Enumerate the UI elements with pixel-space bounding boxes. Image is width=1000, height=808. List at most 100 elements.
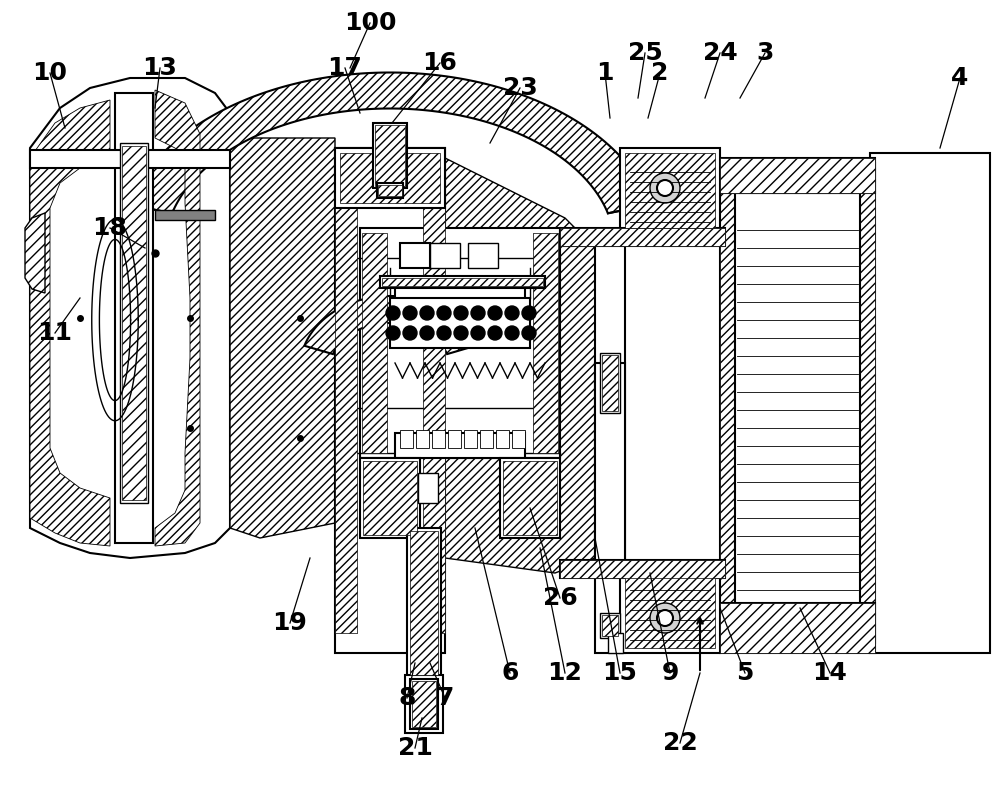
Bar: [360, 458, 420, 538]
Bar: [480, 430, 493, 448]
Text: 25: 25: [628, 41, 662, 65]
Circle shape: [522, 306, 536, 320]
Circle shape: [403, 326, 417, 340]
Text: 5: 5: [736, 661, 754, 685]
Text: 1: 1: [596, 61, 614, 85]
Bar: [407, 528, 441, 678]
Bar: [620, 563, 720, 653]
Circle shape: [522, 326, 536, 340]
Bar: [512, 430, 525, 448]
Bar: [720, 158, 875, 193]
Bar: [410, 679, 438, 729]
Text: 23: 23: [503, 76, 537, 100]
Polygon shape: [230, 138, 335, 538]
Text: 17: 17: [328, 56, 362, 80]
Bar: [432, 430, 445, 448]
Bar: [735, 193, 860, 613]
Bar: [418, 473, 438, 503]
Polygon shape: [155, 90, 200, 546]
Bar: [496, 430, 509, 448]
Bar: [720, 603, 875, 653]
Circle shape: [437, 326, 451, 340]
Bar: [400, 430, 413, 448]
Bar: [340, 153, 440, 203]
Bar: [30, 150, 230, 168]
Circle shape: [657, 180, 673, 196]
Bar: [620, 148, 720, 233]
Bar: [360, 228, 560, 458]
Text: 2: 2: [651, 61, 669, 85]
Circle shape: [420, 326, 434, 340]
Bar: [600, 353, 620, 413]
Circle shape: [488, 326, 502, 340]
Text: 3: 3: [756, 41, 774, 65]
Bar: [373, 123, 407, 188]
Circle shape: [454, 326, 468, 340]
Bar: [870, 153, 990, 653]
Bar: [362, 233, 387, 453]
Bar: [464, 430, 477, 448]
Text: 100: 100: [344, 11, 396, 35]
Bar: [120, 143, 148, 503]
Text: 15: 15: [603, 661, 637, 685]
Circle shape: [505, 306, 519, 320]
Bar: [412, 681, 436, 727]
Text: 12: 12: [548, 661, 582, 685]
Bar: [377, 183, 403, 198]
Circle shape: [403, 306, 417, 320]
Bar: [335, 148, 445, 208]
Text: 22: 22: [663, 731, 697, 755]
Bar: [503, 461, 557, 535]
Bar: [155, 210, 215, 220]
Text: 11: 11: [38, 321, 72, 345]
Circle shape: [386, 306, 400, 320]
Circle shape: [437, 306, 451, 320]
Bar: [378, 185, 402, 196]
Bar: [720, 603, 875, 653]
Bar: [390, 298, 530, 348]
Circle shape: [420, 306, 434, 320]
Bar: [595, 363, 625, 653]
Bar: [395, 283, 525, 303]
Bar: [500, 458, 560, 538]
Bar: [363, 461, 417, 535]
Polygon shape: [30, 78, 230, 558]
Bar: [533, 233, 558, 453]
Text: 6: 6: [501, 661, 519, 685]
Circle shape: [505, 326, 519, 340]
Bar: [720, 163, 875, 643]
Text: 19: 19: [273, 611, 307, 635]
Text: 24: 24: [703, 41, 737, 65]
Bar: [595, 238, 625, 568]
Bar: [375, 125, 405, 186]
Bar: [382, 278, 543, 286]
Bar: [335, 148, 445, 653]
Text: 16: 16: [423, 51, 457, 75]
Polygon shape: [30, 100, 110, 546]
PathPatch shape: [128, 73, 652, 213]
Bar: [335, 168, 357, 633]
Bar: [600, 613, 620, 638]
Bar: [423, 168, 445, 633]
PathPatch shape: [304, 296, 476, 354]
Bar: [468, 243, 498, 268]
Text: 13: 13: [143, 56, 177, 80]
Bar: [416, 430, 429, 448]
Bar: [602, 355, 618, 411]
Bar: [395, 433, 525, 458]
Bar: [430, 243, 460, 268]
Bar: [625, 568, 715, 648]
Text: 7: 7: [436, 686, 454, 710]
Bar: [602, 615, 618, 636]
Bar: [400, 243, 430, 268]
Circle shape: [650, 603, 680, 633]
Circle shape: [454, 306, 468, 320]
Bar: [448, 430, 461, 448]
Text: 8: 8: [398, 686, 416, 710]
Bar: [115, 93, 153, 543]
Bar: [560, 560, 725, 578]
Text: 18: 18: [93, 216, 127, 240]
Circle shape: [657, 610, 673, 626]
Text: 4: 4: [951, 66, 969, 90]
Circle shape: [471, 326, 485, 340]
